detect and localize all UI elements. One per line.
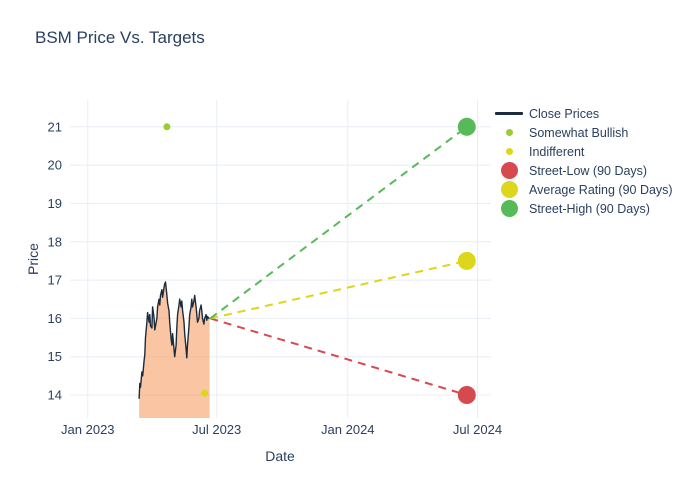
y-tick-label: 21 — [48, 119, 62, 134]
close-prices-area — [139, 282, 210, 418]
average-rating-dot-icon — [494, 181, 524, 198]
x-tick-label: Jul 2023 — [192, 422, 241, 437]
legend-label: Close Prices — [529, 106, 600, 121]
legend-item-street-high[interactable]: Street-High (90 Days) — [494, 199, 673, 218]
street-low-90-days-dashed-line — [210, 317, 468, 396]
street-low-90-days-dot[interactable] — [457, 386, 476, 404]
somewhat-bullish-dot[interactable] — [163, 123, 171, 131]
x-axis-title: Date — [265, 448, 295, 464]
close-prices-line[interactable] — [138, 281, 210, 399]
street-high-90-days-dot[interactable] — [457, 117, 476, 136]
x-tick-label: Jul 2024 — [453, 422, 502, 437]
legend-label: Street-Low (90 Days) — [529, 163, 648, 178]
legend-label: Average Rating (90 Days) — [529, 182, 673, 197]
close-prices-line-icon — [494, 112, 524, 115]
legend-item-average-rating[interactable]: Average Rating (90 Days) — [494, 180, 673, 199]
street-high-90-days-dashed-line — [209, 125, 468, 320]
y-tick-label: 17 — [48, 273, 62, 288]
legend: Close Prices Somewhat Bullish Indifferen… — [494, 104, 673, 218]
indifferent-dot[interactable] — [201, 389, 209, 397]
legend-label: Street-High (90 Days) — [529, 201, 650, 216]
y-tick-label: 14 — [48, 388, 62, 403]
street-low-dot-icon — [494, 162, 524, 179]
x-tick-label: Jan 2023 — [61, 422, 115, 437]
average-rating-90-days-dot[interactable] — [457, 251, 476, 270]
legend-item-close-prices[interactable]: Close Prices — [494, 104, 673, 123]
legend-label: Indifferent — [529, 144, 585, 159]
y-tick-label: 16 — [48, 311, 62, 326]
legend-item-somewhat-bullish[interactable]: Somewhat Bullish — [494, 123, 673, 142]
y-axis-title: Price — [25, 243, 41, 275]
chart-title: BSM Price Vs. Targets — [35, 28, 205, 47]
somewhat-bullish-dot-icon — [494, 129, 524, 136]
average-rating-90-days-dashed-line — [210, 259, 468, 320]
y-tick-label: 15 — [48, 349, 62, 364]
y-tick-label: 20 — [48, 158, 62, 173]
y-tick-label: 19 — [48, 196, 62, 211]
x-tick-label: Jan 2024 — [321, 422, 375, 437]
indifferent-dot-icon — [494, 148, 524, 155]
y-tick-label: 18 — [48, 234, 62, 249]
legend-item-indifferent[interactable]: Indifferent — [494, 142, 673, 161]
legend-label: Somewhat Bullish — [529, 125, 629, 140]
street-high-dot-icon — [494, 200, 524, 217]
legend-item-street-low[interactable]: Street-Low (90 Days) — [494, 161, 673, 180]
